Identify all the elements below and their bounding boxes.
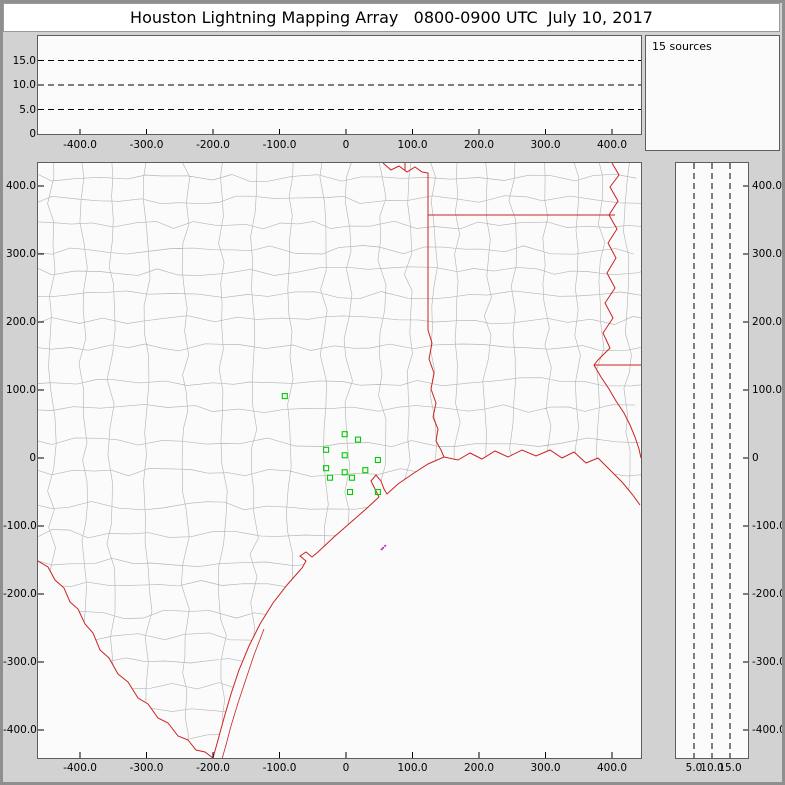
lightning-source-marker xyxy=(380,548,383,551)
altitude-ns-cross-section-panel[interactable] xyxy=(675,162,749,759)
tick-label: 300.0 xyxy=(752,248,783,260)
tick-label: 400.0 xyxy=(5,180,36,192)
tick-label: 300.0 xyxy=(530,762,561,774)
plan-view-map-panel[interactable] xyxy=(37,162,642,759)
tick-label: 100.0 xyxy=(752,384,783,396)
source-count-label: 15 sources xyxy=(652,40,712,53)
tick-label: 0 xyxy=(342,139,350,151)
tick-label: 0 xyxy=(342,762,350,774)
lma-station-marker xyxy=(374,488,381,496)
tick-label: 300.0 xyxy=(530,139,561,151)
lma-station-marker xyxy=(341,452,348,459)
tick-label: -200.0 xyxy=(196,139,230,151)
tick-label: 0 xyxy=(29,452,36,464)
tick-label: 200.0 xyxy=(752,316,783,328)
lma-station-marker xyxy=(362,467,369,474)
tick-label: -100.0 xyxy=(3,520,37,532)
stations-layer xyxy=(281,393,381,496)
tick-label: 15.0 xyxy=(718,762,742,774)
altitude-ew-cross-section-panel[interactable] xyxy=(37,35,642,135)
tick-label: -100.0 xyxy=(262,139,297,151)
tick-label: -100.0 xyxy=(752,520,785,532)
tick-label: 5.0 xyxy=(685,762,703,774)
axis-ticks xyxy=(38,185,613,758)
tick-label: 0 xyxy=(752,452,759,464)
lma-station-marker xyxy=(374,456,381,464)
sources-layer xyxy=(380,544,387,551)
tick-label: 100.0 xyxy=(397,139,428,151)
lma-station-marker xyxy=(341,431,348,438)
tick-label: 100.0 xyxy=(397,762,428,774)
tick-label: -200.0 xyxy=(752,588,785,600)
tick-label: -300.0 xyxy=(129,762,164,774)
tick-label: -200.0 xyxy=(3,588,37,600)
tick-label: 400.0 xyxy=(596,139,628,151)
axis-ticks xyxy=(693,185,748,758)
figure-title: Houston Lightning Mapping Array 0800-090… xyxy=(130,8,653,27)
altitude-gridlines xyxy=(38,60,641,110)
tick-label: 100.0 xyxy=(5,384,36,396)
altitude-ew-plot xyxy=(38,60,641,134)
tick-label: 200.0 xyxy=(463,139,495,151)
tick-label: 15.0 xyxy=(12,54,36,67)
title-bar: Houston Lightning Mapping Array 0800-090… xyxy=(3,3,780,32)
altitude-gridlines xyxy=(693,163,731,758)
tick-label: -200.0 xyxy=(196,762,230,774)
tick-label: 200.0 xyxy=(5,316,36,328)
tick-label: 200.0 xyxy=(463,762,495,774)
tick-label: -100.0 xyxy=(262,762,297,774)
tick-label: -300.0 xyxy=(3,656,37,668)
county-lines-layer xyxy=(38,163,641,758)
tick-label: 400.0 xyxy=(596,762,628,774)
source-count-panel: 15 sources xyxy=(645,35,780,151)
tick-label: -300.0 xyxy=(752,656,785,668)
lma-station-marker xyxy=(346,488,354,496)
tick-label: -400.0 xyxy=(63,139,97,151)
lma-station-marker xyxy=(281,393,288,400)
lma-station-marker xyxy=(354,436,362,443)
lightning-source-marker xyxy=(382,546,385,549)
tick-label: -400.0 xyxy=(3,724,37,736)
altitude-ns-plot xyxy=(693,163,748,758)
lma-station-marker xyxy=(348,474,356,481)
lma-station-marker xyxy=(323,446,330,453)
lma-station-marker xyxy=(341,469,348,476)
state-borders-layer xyxy=(38,163,641,758)
tick-label: 5.0 xyxy=(19,103,36,116)
tick-label: 300.0 xyxy=(5,248,36,260)
lightning-source-marker xyxy=(384,544,387,547)
tick-label: 10.0 xyxy=(700,762,724,774)
tick-label: 400.0 xyxy=(752,180,783,192)
tick-label: -400.0 xyxy=(752,724,785,736)
plan-view-map xyxy=(38,163,641,758)
tick-label: -400.0 xyxy=(63,762,97,774)
axis-ticks xyxy=(79,129,613,134)
tick-label: -300.0 xyxy=(129,139,164,151)
tick-label: 0 xyxy=(29,128,36,140)
lma-station-marker xyxy=(326,474,334,481)
lma-station-marker xyxy=(323,465,330,472)
tick-label: 10.0 xyxy=(12,79,36,91)
